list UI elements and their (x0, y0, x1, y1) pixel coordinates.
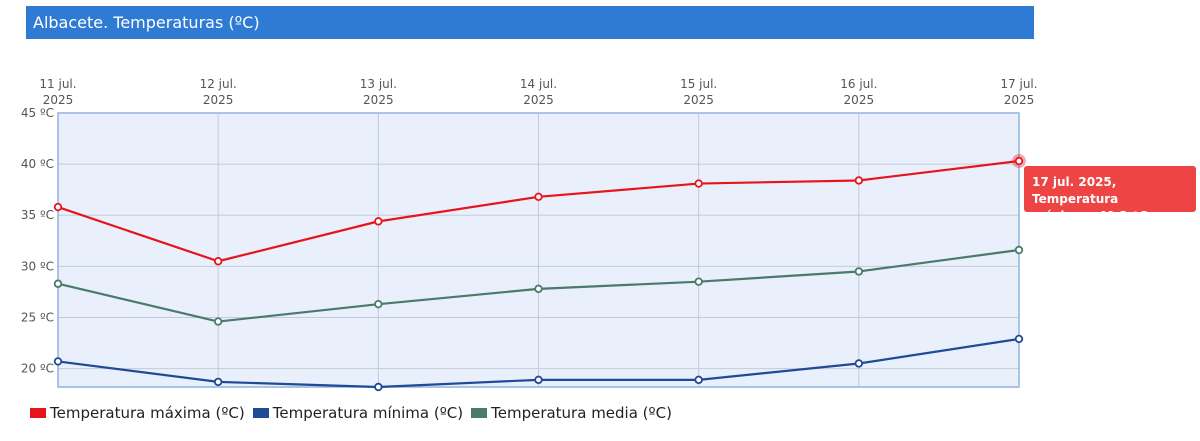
data-point-min (53, 357, 63, 366)
x-tick-label-year: 2025 (43, 93, 74, 107)
legend-label-media: Temperatura media (ºC) (491, 404, 672, 422)
data-point-media (534, 284, 543, 294)
data-point-min (1014, 334, 1024, 344)
data-point-min (213, 377, 223, 387)
data-point-media (694, 277, 703, 286)
y-tick-label: 40 ºC (21, 157, 54, 171)
data-point-min (374, 382, 383, 392)
legend-item-min[interactable]: Temperatura mínima (ºC) (252, 404, 464, 422)
data-point-media (854, 267, 864, 276)
x-tick-label-year: 2025 (523, 93, 554, 107)
data-point-media (213, 317, 223, 326)
tooltip-line-1: 17 jul. 2025, Temperatura (1032, 175, 1119, 206)
data-point-max (854, 176, 864, 185)
legend-swatch-max (30, 408, 46, 418)
chart-title-bar: Albacete. Temperaturas (ºC) (26, 6, 1034, 39)
legend-swatch-min (252, 408, 269, 418)
x-tick-label-date: 13 jul. (360, 77, 397, 91)
data-point-min (534, 375, 543, 385)
legend-label-max: Temperatura máxima (ºC) (50, 404, 245, 422)
data-point-min (694, 375, 703, 385)
tooltip-line-2: máxima : 40.3 ºC (1032, 209, 1148, 223)
x-tick-label-year: 2025 (844, 93, 875, 107)
x-tick-label-date: 12 jul. (200, 77, 237, 91)
data-point-max (1014, 156, 1024, 166)
data-tooltip: 17 jul. 2025, Temperatura máxima : 40.3 … (1024, 166, 1196, 223)
data-point-media (53, 279, 63, 288)
x-tick-label-year: 2025 (1004, 93, 1035, 107)
legend-swatch-media (471, 408, 488, 418)
data-point-min (854, 359, 864, 368)
x-tick-label-date: 16 jul. (840, 77, 877, 91)
data-point-media (374, 299, 383, 309)
data-point-media (1014, 245, 1024, 255)
data-point-max (694, 179, 703, 188)
x-tick-label-year: 2025 (203, 93, 234, 107)
data-point-max (374, 217, 383, 226)
chart-title: Albacete. Temperaturas (ºC) (33, 13, 260, 32)
y-tick-label: 35 ºC (21, 208, 54, 222)
y-tick-label: 25 ºC (21, 310, 54, 324)
legend-item-max[interactable]: Temperatura máxima (ºC) (30, 404, 245, 422)
data-point-max (53, 202, 63, 212)
y-tick-label: 45 ºC (21, 106, 54, 120)
x-tick-label-date: 15 jul. (680, 77, 717, 91)
x-tick-label-date: 14 jul. (520, 77, 557, 91)
y-tick-label: 30 ºC (21, 259, 54, 273)
chart-legend: Temperatura máxima (ºC) Temperatura míni… (30, 404, 680, 422)
data-point-max (534, 192, 543, 202)
x-tick-label-year: 2025 (363, 93, 394, 107)
y-tick-label: 20 ºC (21, 362, 54, 376)
legend-item-media[interactable]: Temperatura media (ºC) (471, 404, 672, 422)
x-tick-label-date: 17 jul. (1000, 77, 1037, 91)
legend-label-min: Temperatura mínima (ºC) (272, 404, 464, 422)
x-tick-label-year: 2025 (683, 93, 714, 107)
data-point-max (213, 257, 223, 266)
x-tick-label-date: 11 jul. (39, 77, 76, 91)
